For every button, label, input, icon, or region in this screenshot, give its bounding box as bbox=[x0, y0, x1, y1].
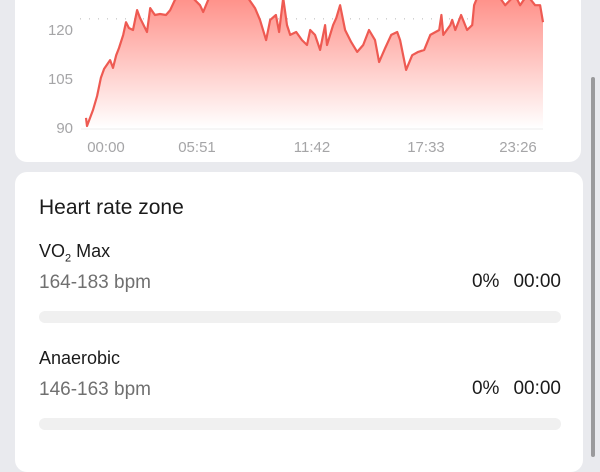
zone-section-title: Heart rate zone bbox=[39, 196, 184, 219]
y-tick-label: 90 bbox=[56, 120, 73, 137]
x-tick-label: 11:42 bbox=[294, 139, 330, 156]
zone-duration: 00:00 bbox=[513, 271, 561, 292]
y-tick-label: 105 bbox=[48, 71, 73, 88]
heart-rate-chart: 90 105 120 00:00 05:51 11:42 17:33 23:26 bbox=[48, 0, 545, 156]
x-tick-label: 17:33 bbox=[407, 139, 445, 156]
x-tick-label: 05:51 bbox=[178, 139, 216, 156]
x-tick-label: 23:26 bbox=[499, 139, 537, 156]
heart-rate-line bbox=[84, 0, 545, 128]
zone-name: Anaerobic bbox=[39, 348, 121, 368]
zone-percent: 0% bbox=[471, 271, 500, 292]
zone-duration: 00:00 bbox=[513, 378, 561, 399]
zone-name: VO2 Max bbox=[39, 241, 111, 265]
x-tick-label: 00:00 bbox=[87, 139, 125, 156]
zone-range: 164-183 bpm bbox=[39, 272, 151, 293]
zone-progress-bar bbox=[39, 311, 561, 323]
zone-row-anaerobic[interactable]: Anaerobic 146-163 bpm 0% 00:00 bbox=[39, 348, 561, 430]
zone-percent: 0% bbox=[471, 378, 500, 399]
y-tick-label: 120 bbox=[48, 22, 73, 39]
zone-range: 146-163 bpm bbox=[39, 379, 151, 400]
zone-row-vo2max[interactable]: VO2 Max 164-183 bpm 0% 00:00 bbox=[39, 241, 561, 323]
heart-rate-area bbox=[86, 0, 543, 128]
zone-progress-bar bbox=[39, 418, 561, 430]
scrollbar[interactable] bbox=[591, 77, 595, 457]
